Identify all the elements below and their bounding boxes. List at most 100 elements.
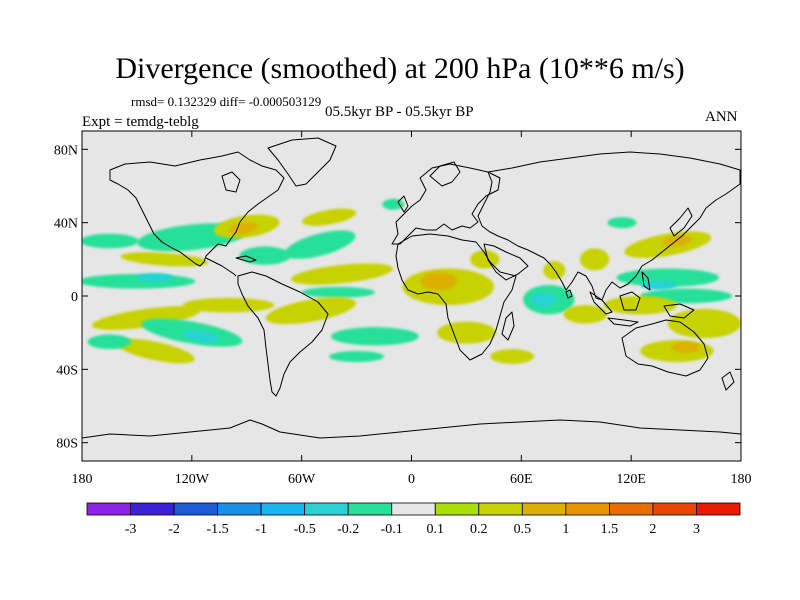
stats-label: rmsd= 0.132329 diff= -0.000503129 bbox=[131, 94, 322, 109]
field-ind-neg-core bbox=[530, 292, 557, 307]
field-sind-pos bbox=[490, 349, 535, 364]
colorbar-swatch bbox=[434, 502, 480, 516]
field-npac-neg-3 bbox=[82, 274, 196, 289]
lon-tick-label: 120E bbox=[616, 472, 646, 487]
season-label: ANN bbox=[705, 109, 738, 125]
colorbar-swatch bbox=[130, 502, 175, 516]
colorbar-swatch bbox=[217, 502, 262, 516]
field-natl-neg bbox=[284, 230, 356, 259]
lat-tick-label: 40N bbox=[54, 217, 78, 232]
coast-north-america bbox=[109, 151, 285, 267]
field-cross-equator-neg bbox=[87, 334, 132, 350]
colorbar-swatch bbox=[347, 502, 393, 516]
colorbar-label: 1 bbox=[562, 522, 569, 537]
colorbar-swatch bbox=[391, 502, 436, 516]
colorbar-label: -0.5 bbox=[294, 522, 316, 537]
field-aus-pos-core bbox=[671, 341, 701, 353]
colorbar-swatch bbox=[696, 502, 741, 516]
colorbar-label: -2 bbox=[168, 522, 180, 537]
colorbar-label: 1.5 bbox=[601, 522, 619, 537]
coast-south-america bbox=[237, 271, 329, 397]
coast-madagascar bbox=[501, 311, 515, 341]
lat-tick-label: 80S bbox=[56, 437, 78, 452]
colorbar-label: -3 bbox=[125, 522, 137, 537]
coast-australia bbox=[621, 319, 709, 377]
colorbar-swatch bbox=[652, 502, 697, 516]
field-safr-pos bbox=[437, 321, 496, 344]
lat-tick-label: 40S bbox=[56, 363, 78, 378]
lat-tick-label: 0 bbox=[71, 290, 78, 305]
field-sam-pos bbox=[265, 297, 356, 325]
colorbar-swatch bbox=[521, 502, 567, 516]
coast-africa bbox=[395, 233, 517, 361]
field-indonesia-pos bbox=[603, 296, 677, 315]
colorbar-label: 3 bbox=[693, 522, 700, 537]
lon-tick-label: 180 bbox=[72, 472, 93, 487]
field-africa-pos-core bbox=[420, 272, 458, 291]
field-spac-pos-3 bbox=[115, 338, 195, 364]
experiment-label: Expt = temdg-teblg bbox=[82, 114, 199, 130]
coast-philippines bbox=[641, 271, 651, 291]
colorbar-label: -1.5 bbox=[207, 522, 229, 537]
map-axes: 180 120W 60W 0 60E 120E 180 80N 40N 0 40S 80S bbox=[54, 131, 752, 487]
field-natl-neg-2 bbox=[382, 198, 405, 210]
field-wpac-pos-core bbox=[662, 235, 692, 247]
coast-borneo bbox=[619, 291, 641, 311]
colorbar-label: -1 bbox=[255, 522, 267, 537]
field-eind-pos bbox=[563, 305, 608, 324]
colorbar-swatch bbox=[478, 502, 523, 516]
field-gulf-neg bbox=[239, 246, 291, 265]
coast-hudson-bay bbox=[221, 171, 241, 193]
field-satl-neg-2 bbox=[329, 351, 385, 362]
coast-new-guinea bbox=[663, 303, 695, 319]
field-trop-atl-pos bbox=[290, 263, 393, 285]
colorbar: -3 -2 -1.5 -1 -0.5 -0.2 -0.1 0.1 0.2 0.5 1 1.5 2 3 bbox=[86, 502, 741, 537]
field-wpac-neg-core bbox=[640, 280, 677, 290]
field-npac-neg-1 bbox=[82, 233, 139, 249]
coast-java bbox=[607, 317, 639, 327]
coast-asia bbox=[477, 151, 741, 301]
colorbar-swatch bbox=[173, 502, 218, 516]
colorbar-label: -0.1 bbox=[381, 522, 403, 537]
field-india-pos-2 bbox=[579, 248, 610, 271]
coast-scandinavia bbox=[429, 161, 461, 187]
colorbar-label: 0.5 bbox=[514, 522, 532, 537]
colorbar-swatch bbox=[86, 502, 131, 516]
coast-greenland bbox=[267, 137, 337, 187]
lat-tick-label: 80N bbox=[54, 143, 78, 158]
colorbar-swatch bbox=[304, 502, 349, 516]
period-label: 05.5kyr BP - 05.5kyr BP bbox=[325, 104, 474, 120]
coast-central-america bbox=[205, 257, 237, 277]
coast-europe bbox=[391, 163, 501, 245]
chart-title: Divergence (smoothed) at 200 hPa (10**6 … bbox=[115, 52, 685, 85]
field-nw-pac-neg bbox=[607, 217, 637, 229]
colorbar-label: 0.2 bbox=[470, 522, 488, 537]
coast-japan bbox=[669, 207, 693, 237]
lon-tick-label: 180 bbox=[731, 472, 752, 487]
coast-cuba bbox=[235, 255, 257, 263]
colorbar-swatch bbox=[260, 502, 306, 516]
field-trop-atl-neg bbox=[301, 286, 375, 298]
colorbar-label: 2 bbox=[649, 522, 656, 537]
colorbar-label: -0.2 bbox=[337, 522, 359, 537]
field-us-pos-core bbox=[228, 222, 258, 234]
coast-arabia bbox=[483, 243, 529, 281]
coast-sri-lanka bbox=[565, 289, 573, 299]
field-npac-pos bbox=[120, 252, 209, 267]
coast-sumatra bbox=[589, 291, 613, 315]
field-spac-pos-2 bbox=[182, 297, 275, 313]
coast-antarctica bbox=[82, 419, 741, 439]
field-natl-pos bbox=[302, 208, 357, 226]
field-spcz-pos bbox=[667, 308, 741, 339]
lon-tick-label: 60W bbox=[288, 472, 316, 487]
lon-tick-label: 120W bbox=[175, 472, 210, 487]
colorbar-swatch bbox=[565, 502, 610, 516]
colorbar-label: 0.1 bbox=[427, 522, 445, 537]
field-spac-neg-core bbox=[182, 330, 220, 343]
coast-british-isles bbox=[397, 195, 409, 213]
colorbar-swatch bbox=[609, 502, 654, 516]
lon-tick-label: 0 bbox=[408, 472, 415, 487]
lon-tick-label: 60E bbox=[510, 472, 533, 487]
field-spac-pos-1 bbox=[91, 306, 201, 330]
